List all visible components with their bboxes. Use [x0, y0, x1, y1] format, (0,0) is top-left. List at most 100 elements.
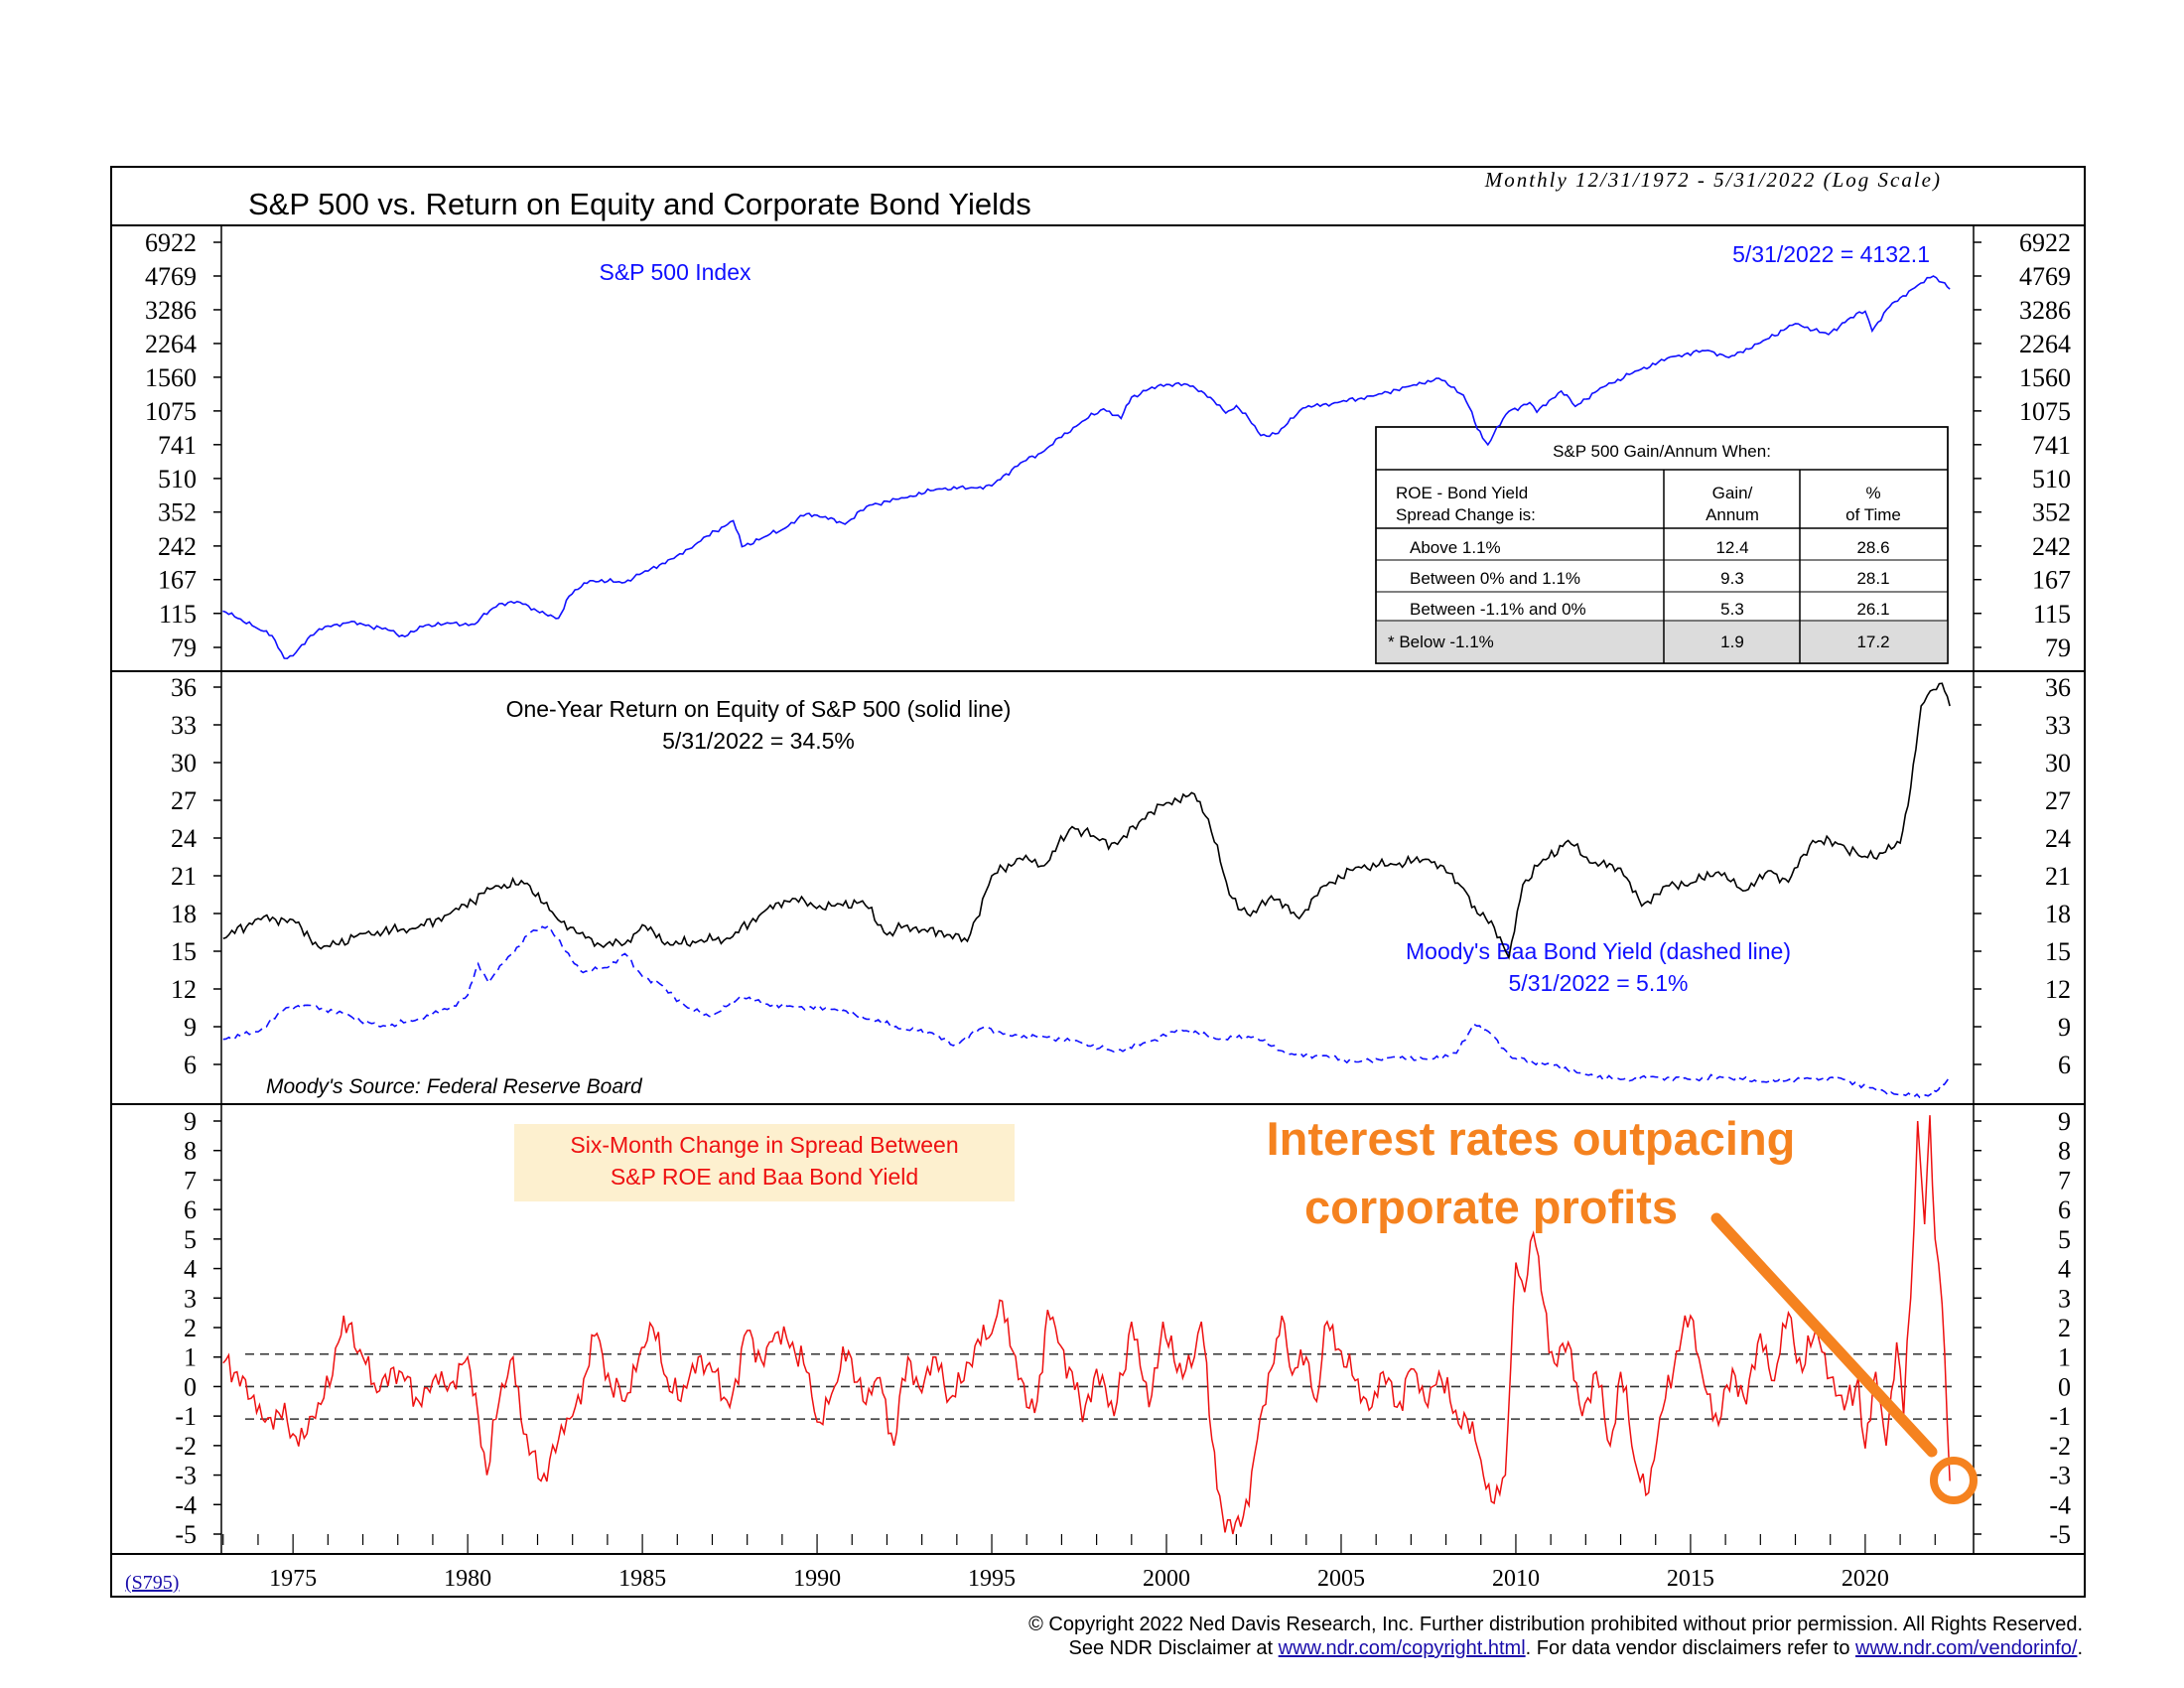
sp500-tick-label-right: 1560 — [2019, 363, 2071, 392]
table-row-gain: 5.3 — [1720, 600, 1744, 619]
annotation-circle — [1930, 1457, 1978, 1504]
x-tick-label: 1975 — [269, 1566, 317, 1592]
spread-tick-label-right: 1 — [2058, 1343, 2071, 1372]
roe-yield-tick-label-right: 9 — [2058, 1013, 2071, 1042]
sp500-tick-label-left: 4769 — [145, 262, 197, 291]
sp500-tick-label-right: 2264 — [2019, 330, 2071, 358]
spread-tick-label-right: 0 — [2058, 1372, 2071, 1401]
sp500-tick-label-left: 115 — [159, 600, 197, 629]
table-shaded-row — [1376, 621, 1948, 663]
roe-yield-tick-label-left: 30 — [171, 749, 197, 777]
spread-tick-label-right: -5 — [2049, 1520, 2071, 1549]
sp500-tick-label-left: 510 — [158, 465, 197, 493]
spread-label-line1: Six-Month Change in Spread Between — [570, 1132, 958, 1158]
roe-yield-tick-label-right: 6 — [2058, 1051, 2071, 1079]
roe-yield-tick-label-left: 27 — [171, 786, 197, 815]
sp500-tick-label-left: 1075 — [145, 397, 197, 426]
table-row-pct: 28.1 — [1856, 569, 1889, 588]
spread-tick-label-left: 1 — [184, 1343, 197, 1372]
disclaimer-text-3: . — [2077, 1637, 2083, 1659]
copyright-link[interactable]: www.ndr.com/copyright.html — [1278, 1637, 1526, 1659]
spread-tick-label-right: 8 — [2058, 1137, 2071, 1166]
sp500-tick-label-left: 242 — [158, 532, 197, 561]
spread-line — [222, 1115, 1951, 1535]
spread-tick-label-left: 3 — [184, 1284, 197, 1313]
roe-yield-tick-label-right: 33 — [2045, 711, 2071, 740]
table-body: Above 1.1% 12.4 28.6 Between 0% and 1.1% 9.3… — [1388, 538, 1890, 651]
sp500-tick-label-left: 1560 — [145, 363, 197, 392]
spread-tick-label-left: -3 — [175, 1462, 197, 1490]
annotation-arrow-line — [1710, 1212, 1938, 1458]
table-header-of-time: of Time — [1845, 505, 1901, 524]
table-row-pct: 28.6 — [1856, 538, 1889, 557]
data-series — [222, 275, 1951, 1535]
roe-yield-tick-label-right: 21 — [2045, 862, 2071, 891]
footer: © Copyright 2022 Ned Davis Research, Inc… — [1028, 1613, 2083, 1660]
x-tick-label: 1980 — [444, 1566, 491, 1592]
roe-series-label: One-Year Return on Equity of S&P 500 (so… — [506, 696, 1012, 722]
spread-tick-label-right: 6 — [2058, 1196, 2071, 1224]
table-title: S&P 500 Gain/Annum When: — [1553, 442, 1771, 461]
spread-label-line2: S&P ROE and Baa Bond Yield — [611, 1164, 918, 1190]
roe-yield-tick-label-left: 18 — [171, 900, 197, 928]
sp500-tick-label-left: 167 — [158, 566, 197, 595]
roe-yield-tick-label-right: 36 — [2045, 673, 2071, 702]
x-tick-label: 2000 — [1143, 1566, 1190, 1592]
vendorinfo-link[interactable]: www.ndr.com/vendorinfo/ — [1855, 1637, 2078, 1659]
table-row-label: * Below -1.1% — [1388, 633, 1494, 651]
sp500-latest-label: 5/31/2022 = 4132.1 — [1732, 241, 1930, 267]
spread-tick-label-left: 2 — [184, 1314, 197, 1342]
table-row-pct: 17.2 — [1856, 633, 1889, 651]
spread-tick-label-left: 7 — [184, 1166, 197, 1195]
x-tick-label: 2020 — [1842, 1566, 1889, 1592]
sp500-tick-label-right: 79 — [2045, 633, 2071, 662]
sp500-tick-label-right: 6922 — [2019, 228, 2071, 257]
sp500-tick-label-right: 4769 — [2019, 262, 2071, 291]
disclaimer-text-2: . For data vendor disclaimers refer to — [1525, 1637, 1855, 1659]
spread-tick-label-right: -3 — [2049, 1462, 2071, 1490]
spread-tick-label-left: -2 — [175, 1432, 197, 1461]
sp500-tick-label-left: 79 — [171, 633, 197, 662]
roe-yield-tick-label-left: 15 — [171, 937, 197, 966]
chart-subtitle: Monthly 12/31/1972 - 5/31/2022 (Log Scal… — [1484, 168, 1942, 192]
chart-frame — [110, 166, 2086, 1598]
sp500-tick-label-right: 167 — [2032, 566, 2071, 595]
annotation-line2: corporate profits — [1304, 1181, 1678, 1233]
sp500-tick-label-left: 741 — [158, 431, 197, 460]
spread-tick-label-left: 8 — [184, 1137, 197, 1166]
sp500-tick-label-left: 2264 — [145, 330, 197, 358]
roe-yield-tick-label-right: 24 — [2045, 824, 2071, 853]
spread-tick-label-left: -1 — [175, 1402, 197, 1431]
roe-yield-tick-label-right: 18 — [2045, 900, 2071, 928]
series-code-link[interactable]: (S795) — [125, 1572, 180, 1594]
roe-yield-tick-label-left: 6 — [184, 1051, 197, 1079]
chart-title: S&P 500 vs. Return on Equity and Corpora… — [248, 187, 1031, 221]
spread-label-box — [514, 1124, 1015, 1201]
spread-tick-label-right: 7 — [2058, 1166, 2071, 1195]
roe-yield-tick-label-right: 12 — [2045, 975, 2071, 1004]
spread-tick-label-left: 4 — [184, 1255, 197, 1284]
spread-tick-label-right: -2 — [2049, 1432, 2071, 1461]
sp500-tick-label-right: 242 — [2032, 532, 2071, 561]
spread-tick-label-left: -4 — [175, 1490, 197, 1519]
spread-tick-label-right: -1 — [2049, 1402, 2071, 1431]
sp500-tick-label-right: 3286 — [2019, 296, 2071, 325]
spread-tick-label-right: -4 — [2049, 1490, 2071, 1519]
disclaimer-line: See NDR Disclaimer at www.ndr.com/copyri… — [1028, 1636, 2083, 1660]
sp500-tick-label-right: 510 — [2032, 465, 2071, 493]
table-row-label: Above 1.1% — [1410, 538, 1501, 557]
roe-latest-label: 5/31/2022 = 34.5% — [662, 728, 855, 754]
sp500-tick-label-right: 741 — [2032, 431, 2071, 460]
table-header-roe: ROE - Bond Yield — [1396, 484, 1528, 502]
table-row-label: Between 0% and 1.1% — [1410, 569, 1580, 588]
spread-tick-label-right: 4 — [2058, 1255, 2071, 1284]
spread-tick-label-left: 0 — [184, 1372, 197, 1401]
table-header-pct: % — [1865, 484, 1880, 502]
x-tick-label: 2010 — [1492, 1566, 1540, 1592]
x-tick-label: 1990 — [793, 1566, 841, 1592]
baa-series-label: Moody's Baa Bond Yield (dashed line) — [1406, 938, 1791, 964]
x-tick-label: 1995 — [968, 1566, 1016, 1592]
x-tick-label: 2015 — [1667, 1566, 1714, 1592]
x-tick-label: 2005 — [1317, 1566, 1365, 1592]
